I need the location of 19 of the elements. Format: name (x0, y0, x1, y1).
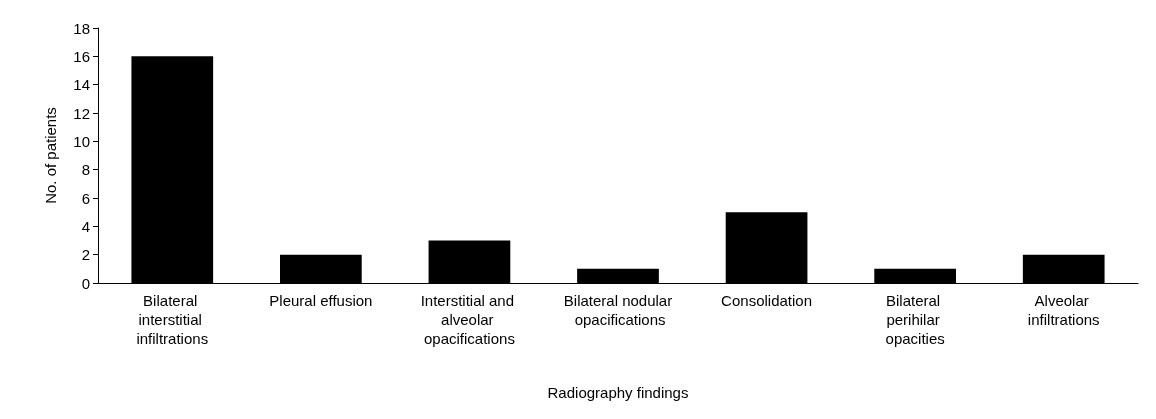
x-axis-title: Radiography findings (547, 384, 689, 401)
y-tick-label: 4 (81, 217, 90, 235)
y-tick-label: 18 (73, 19, 90, 37)
y-axis-title: No. of patients (42, 107, 59, 204)
x-tick-label: Bilateral perihilar opacities (885, 292, 945, 347)
y-tick-label: 10 (73, 132, 90, 150)
y-tick-label: 16 (73, 47, 90, 65)
y-tick-label: 6 (81, 189, 90, 207)
x-tick-label: Bilateral interstitial infiltrations (136, 292, 209, 347)
x-tick-label: Alveolar infiltrations (1027, 292, 1100, 328)
x-tick-label: Pleural effusion (269, 292, 373, 309)
y-tick-label: 12 (73, 104, 90, 122)
x-tick-label: Consolidation (721, 292, 813, 309)
y-tick-label: 0 (81, 274, 90, 292)
x-tick-label: Bilateral nodular opacifications (563, 292, 673, 328)
y-tick-label: 2 (81, 246, 90, 264)
y-tick-label: 14 (73, 76, 90, 94)
y-tick-label: 8 (81, 161, 90, 179)
x-tick-label: Interstitial and alveolar opacifications (420, 292, 519, 347)
